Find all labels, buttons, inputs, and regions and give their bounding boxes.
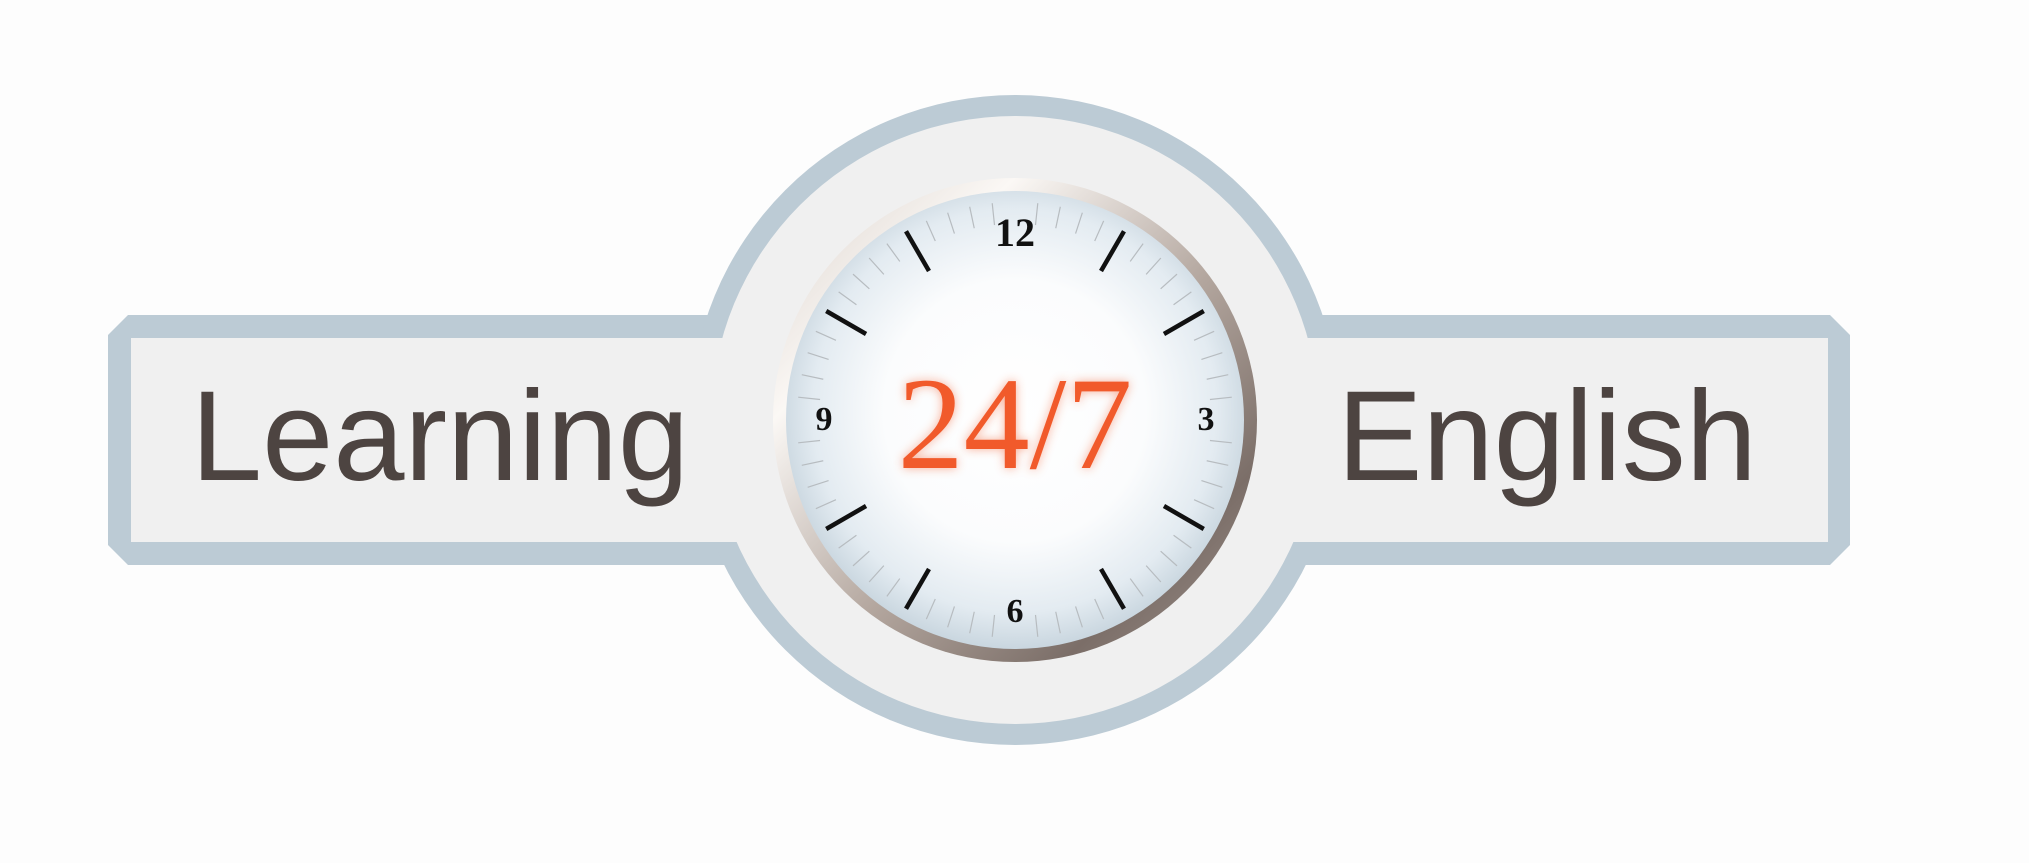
numeral-12: 12 xyxy=(995,210,1035,255)
minute-tick xyxy=(798,396,821,401)
hour-tick xyxy=(1099,567,1126,610)
minute-tick xyxy=(925,220,936,242)
minute-tick xyxy=(1145,257,1162,275)
minute-tick xyxy=(1193,330,1215,341)
minute-tick xyxy=(801,374,824,380)
minute-tick xyxy=(868,565,885,583)
minute-tick xyxy=(1055,206,1061,229)
minute-tick xyxy=(807,479,829,488)
minute-tick xyxy=(969,611,975,634)
minute-tick xyxy=(1173,291,1192,306)
hour-tick xyxy=(1162,504,1205,531)
center-text-glow: 24/7 xyxy=(898,350,1133,497)
minute-tick xyxy=(1173,534,1192,549)
minute-tick xyxy=(1055,611,1061,634)
left-word: Learning xyxy=(191,365,689,508)
minute-tick xyxy=(1129,578,1144,597)
clock-face xyxy=(786,191,1244,649)
minute-tick xyxy=(815,499,837,510)
minute-tick xyxy=(991,203,996,226)
hour-tick xyxy=(1099,230,1126,273)
minute-tick xyxy=(838,534,857,549)
minute-tick xyxy=(1094,598,1105,620)
minute-tick xyxy=(947,606,956,628)
hour-tick xyxy=(1162,309,1205,336)
numeral-3: 3 xyxy=(1198,401,1215,438)
right-word: English xyxy=(1337,365,1757,508)
minute-tick xyxy=(801,460,824,466)
minute-tick xyxy=(991,614,996,637)
hour-tick xyxy=(904,567,931,610)
minute-tick xyxy=(1145,565,1162,583)
minute-tick xyxy=(852,273,870,290)
clock: 12 3 6 9 24/7 24/7 xyxy=(773,178,1257,662)
minute-tick xyxy=(1074,606,1083,628)
minute-tick xyxy=(1129,243,1144,262)
minute-tick xyxy=(925,598,936,620)
minute-tick xyxy=(1201,352,1223,361)
minute-tick xyxy=(1209,396,1232,401)
numeral-9: 9 xyxy=(816,401,833,438)
minute-tick xyxy=(868,257,885,275)
minute-tick xyxy=(1206,460,1229,466)
minute-tick xyxy=(1209,439,1232,444)
minute-tick xyxy=(1034,614,1039,637)
minute-tick xyxy=(838,291,857,306)
minute-tick xyxy=(969,206,975,229)
hour-tick xyxy=(825,309,868,336)
minute-tick xyxy=(798,439,821,444)
minute-tick xyxy=(1160,273,1178,290)
clock-ticks xyxy=(798,203,1232,637)
minute-tick xyxy=(1201,479,1223,488)
minute-tick xyxy=(1193,499,1215,510)
minute-tick xyxy=(1074,212,1083,234)
minute-tick xyxy=(947,212,956,234)
minute-tick xyxy=(852,550,870,567)
minute-tick xyxy=(886,243,901,262)
minute-tick xyxy=(1094,220,1105,242)
minute-tick xyxy=(1206,374,1229,380)
minute-tick xyxy=(886,578,901,597)
hour-tick xyxy=(904,230,931,273)
minute-tick xyxy=(1160,550,1178,567)
hour-tick xyxy=(825,504,868,531)
minute-tick xyxy=(815,330,837,341)
minute-tick xyxy=(807,352,829,361)
minute-tick xyxy=(1034,203,1039,226)
center-text: 24/7 xyxy=(898,350,1133,497)
numeral-6: 6 xyxy=(1007,593,1024,630)
